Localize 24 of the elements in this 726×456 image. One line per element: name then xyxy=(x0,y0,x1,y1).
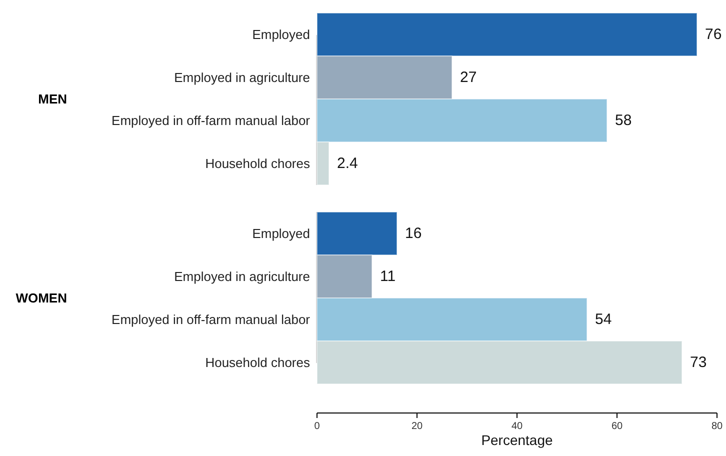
x-tick-label: 60 xyxy=(611,421,623,432)
y-tick-label: Household chores xyxy=(205,355,310,370)
x-axis-title: Percentage xyxy=(481,432,554,448)
data-label: 11 xyxy=(380,268,396,285)
y-tick-label: Employed xyxy=(252,27,310,42)
y-tick-label: Employed in off-farm manual labor xyxy=(112,312,311,327)
y-tick-label: Employed xyxy=(252,226,310,241)
y-tick-label: Employed in agriculture xyxy=(174,70,310,85)
x-tick-label: 20 xyxy=(411,421,423,432)
data-label: 58 xyxy=(615,112,632,129)
x-tick-label: 80 xyxy=(711,421,723,432)
data-label: 54 xyxy=(595,311,612,328)
x-tick-label: 0 xyxy=(314,421,320,432)
y-axis-title: WOMEN xyxy=(16,290,67,306)
data-label: 27 xyxy=(460,69,477,86)
y-axis-title: MEN xyxy=(38,92,67,106)
data-label: 73 xyxy=(690,354,707,371)
y-tick-label: Employed in off-farm manual labor xyxy=(112,113,311,128)
data-label: 16 xyxy=(405,225,422,242)
y-tick-label: Employed in agriculture xyxy=(174,269,310,284)
x-tick-label: 40 xyxy=(511,421,523,432)
data-label: 76 xyxy=(705,26,722,43)
y-tick-label: Household chores xyxy=(205,156,310,171)
data-label: 2.4 xyxy=(337,155,358,172)
